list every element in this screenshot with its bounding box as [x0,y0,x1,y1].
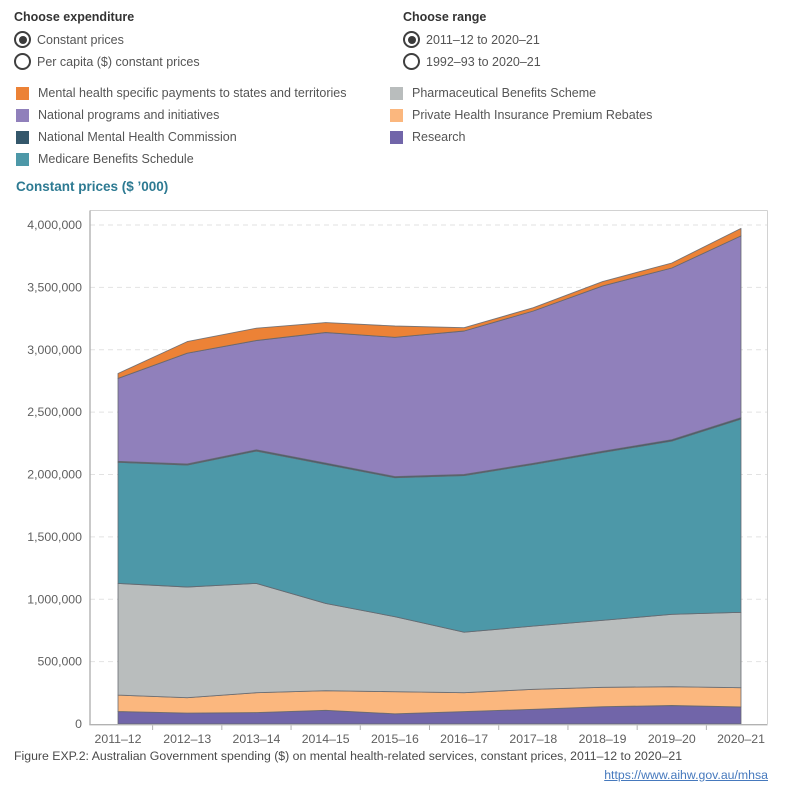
legend-swatch-pbs[interactable] [390,86,403,100]
expenditure-control: Choose expenditure Constant prices Per c… [14,10,200,75]
x-axis-tick-label: 2015–16 [371,732,419,746]
chart-axis-title: Constant prices ($ ’000) [16,179,169,194]
y-axis-tick-label: 2,000,000 [27,468,82,482]
range-control: Choose range 2011–12 to 2020–21 1992–93 … [403,10,541,75]
area-mental-health-specific-payments-to-states-and-territories[interactable] [117,227,742,379]
legend-column-left: Mental health specific payments to state… [16,82,346,170]
legend-swatch-states-payments[interactable] [16,86,29,100]
radio-option-range-2011-2021[interactable]: 2011–12 to 2020–21 [403,31,541,48]
figure-caption: Figure EXP.2: Australian Government spen… [14,749,683,763]
y-axis-tick-label: 500,000 [38,655,83,669]
legend-item[interactable]: Private Health Insurance Premium Rebates [390,104,652,126]
y-axis-tick-label: 0 [75,717,82,731]
legend-item[interactable]: Pharmaceutical Benefits Scheme [390,82,652,104]
x-axis-tick-label: 2014–15 [302,732,350,746]
x-axis-tick-label: 2012–13 [163,732,211,746]
radio-option-per-capita[interactable]: Per capita ($) constant prices [14,53,200,70]
legend-item[interactable]: National programs and initiatives [16,104,346,126]
radio-selected-icon[interactable] [403,31,420,48]
x-axis-tick-label: 2016–17 [440,732,488,746]
legend-column-right: Pharmaceutical Benefits Scheme Private H… [390,82,652,148]
y-axis-tick-label: 3,500,000 [27,280,82,294]
x-axis-tick-label: 2018–19 [579,732,627,746]
y-axis-tick-label: 3,000,000 [27,343,82,357]
radio-option-constant-prices[interactable]: Constant prices [14,31,200,48]
legend-swatch-nmhc[interactable] [16,130,29,144]
legend-swatch-phi-rebates[interactable] [390,108,403,122]
y-axis-tick-label: 1,000,000 [27,592,82,606]
y-axis-tick-label: 2,500,000 [27,405,82,419]
legend-item[interactable]: Mental health specific payments to state… [16,82,346,104]
source-link[interactable]: https://www.aihw.gov.au/mhsa [604,768,768,782]
radio-unselected-icon[interactable] [14,53,31,70]
radio-unselected-icon[interactable] [403,53,420,70]
expenditure-control-label: Choose expenditure [14,10,135,24]
radio-option-range-1992-2021[interactable]: 1992–93 to 2020–21 [403,53,541,70]
legend-swatch-mbs[interactable] [16,152,29,166]
range-control-label: Choose range [403,10,487,24]
legend-item[interactable]: National Mental Health Commission [16,126,346,148]
y-axis-tick-label: 1,500,000 [27,530,82,544]
legend-item[interactable]: Medicare Benefits Schedule [16,148,346,170]
radio-selected-icon[interactable] [14,31,31,48]
legend-item[interactable]: Research [390,126,652,148]
legend-swatch-national-programs[interactable] [16,108,29,122]
x-axis-tick-label: 2017–18 [509,732,557,746]
x-axis-tick-label: 2019–20 [648,732,696,746]
legend-swatch-research[interactable] [390,130,403,144]
x-axis-tick-label: 2013–14 [233,732,281,746]
x-axis-tick-label: 2020–21 [717,732,765,746]
x-axis-tick-label: 2011–12 [95,732,142,746]
y-axis-tick-label: 4,000,000 [27,218,82,232]
